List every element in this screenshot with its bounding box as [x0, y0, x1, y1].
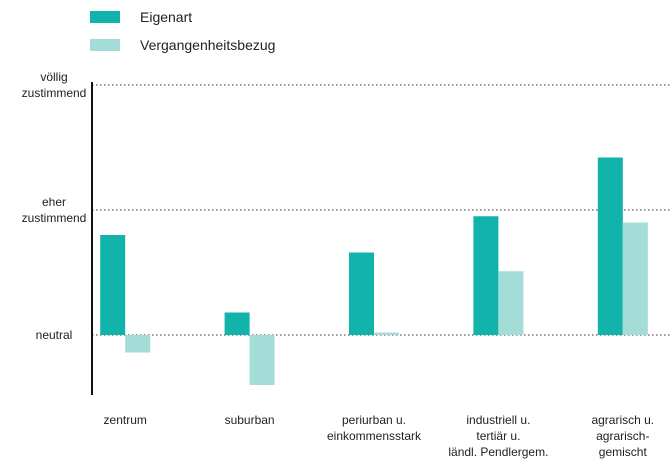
bar [224, 312, 250, 335]
x-tick-label: zentrum [104, 413, 147, 427]
y-tick-label: völlig zustimmend [22, 70, 87, 100]
x-tick-label: industriell u. tertiär u. ländl. Pendlerge… [448, 413, 548, 459]
bar [249, 335, 275, 385]
legend-label: Vergangenheitsbezug [140, 37, 275, 53]
y-tick-label: eher zustimmend [22, 195, 87, 225]
x-tick-label: suburban [225, 413, 275, 427]
bar [374, 332, 399, 335]
bar [622, 222, 648, 335]
legend-swatch [90, 39, 120, 51]
x-tick-label: agrarisch u. agrarisch-gemischt [591, 413, 654, 459]
legend-label: Eigenart [140, 9, 192, 25]
bar [125, 335, 151, 353]
bar [473, 216, 499, 335]
bar [349, 252, 374, 335]
bar [498, 271, 524, 335]
bar [100, 235, 126, 335]
bar [597, 157, 623, 335]
legend-swatch [90, 11, 120, 23]
y-tick-label: neutral [36, 328, 73, 342]
x-tick-label: periurban u. einkommensstark [327, 413, 422, 443]
